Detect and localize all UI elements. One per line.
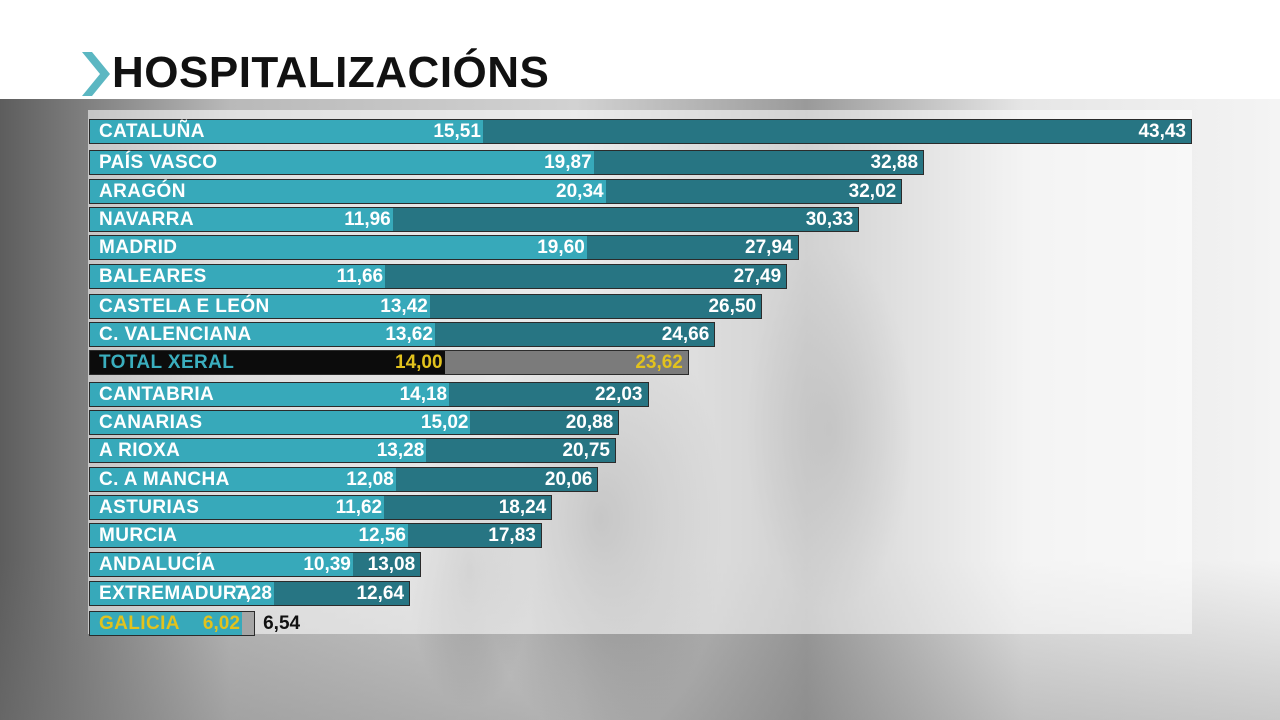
bar-primary <box>89 611 242 636</box>
bar-primary <box>89 264 386 289</box>
chart-row: ASTURIAS 11,62 18,24 <box>89 495 553 520</box>
category-label: GALICIA <box>99 612 180 634</box>
bar-primary <box>89 150 594 175</box>
chart-title: HOSPITALIZACIÓNS <box>112 48 550 97</box>
chart-row: ANDALUCÍA 10,39 13,08 <box>89 552 422 577</box>
value-label-secondary: 6,54 <box>263 612 301 634</box>
value-label-secondary: 43,43 <box>1138 120 1186 142</box>
chart-row: CASTELA E LEÓN 13,42 26,50 <box>89 294 763 319</box>
value-label-secondary: 32,02 <box>848 180 897 202</box>
bar-primary <box>89 467 396 492</box>
value-label-secondary: 27,49 <box>733 265 782 287</box>
value-label-primary: 19,60 <box>537 236 585 258</box>
chart-row: NAVARRA 11,96 30,33 <box>89 207 860 232</box>
value-label-secondary: 13,08 <box>367 553 416 575</box>
value-label-primary: 12,56 <box>358 524 406 546</box>
category-label: CATALUÑA <box>99 120 205 142</box>
value-label-secondary: 22,03 <box>594 383 643 405</box>
category-label: ARAGÓN <box>99 180 186 202</box>
value-label-primary: 13,42 <box>380 295 428 317</box>
chart-row: CATALUÑA 15,51 43,43 <box>89 119 1192 144</box>
value-label-primary: 11,66 <box>336 265 384 287</box>
bar-primary <box>89 552 353 577</box>
chart-row: C. VALENCIANA 13,62 24,66 <box>89 322 716 347</box>
bar-primary <box>89 495 385 520</box>
value-label-secondary: 17,83 <box>488 524 536 546</box>
bar-primary <box>89 294 430 319</box>
value-label-secondary: 20,88 <box>565 411 614 433</box>
category-label: NAVARRA <box>99 208 194 230</box>
category-label: ANDALUCÍA <box>99 553 216 575</box>
value-label-secondary: 32,88 <box>870 151 919 173</box>
value-label-primary: 11,96 <box>344 208 391 230</box>
category-label: CANARIAS <box>99 411 203 433</box>
value-label-primary: 14,00 <box>395 351 443 373</box>
chart-row: ARAGÓN 20,34 32,02 <box>89 179 903 204</box>
header-strip <box>0 0 1280 99</box>
value-label-secondary: 27,94 <box>745 236 793 258</box>
value-label-secondary: 23,62 <box>635 351 683 373</box>
value-label-secondary: 24,66 <box>661 323 710 345</box>
value-label-secondary: 26,50 <box>708 295 757 317</box>
bar-primary <box>89 438 427 463</box>
chart-row: CANTABRIA 14,18 22,03 <box>89 382 649 407</box>
category-label: MADRID <box>99 236 178 258</box>
value-label-primary: 11,62 <box>335 496 383 518</box>
chart-row: CANARIAS 15,02 20,88 <box>89 410 620 435</box>
bar-primary <box>89 382 450 407</box>
bar-primary <box>89 119 483 144</box>
bar-primary <box>89 410 471 435</box>
category-label: A RIOXA <box>99 439 181 461</box>
value-label-primary: 6,02 <box>202 612 240 634</box>
value-label-secondary: 30,33 <box>805 208 854 230</box>
value-label-primary: 10,39 <box>303 553 351 575</box>
value-label-primary: 13,62 <box>385 323 433 345</box>
category-label: CASTELA E LEÓN <box>99 295 270 317</box>
chart-row: EXTREMADURA 7,28 12,64 <box>89 581 411 606</box>
chart-row: A RIOXA 13,28 20,75 <box>89 438 616 463</box>
category-label: BALEARES <box>99 265 207 287</box>
value-label-secondary: 18,24 <box>498 496 547 518</box>
chart-row: C. A MANCHA 12,08 20,06 <box>89 467 599 492</box>
category-label: ASTURIAS <box>99 496 200 518</box>
bar-primary <box>89 581 274 606</box>
value-label-primary: 12,08 <box>346 468 394 490</box>
bar-primary <box>89 179 606 204</box>
category-label: C. VALENCIANA <box>99 323 252 345</box>
chart-row: PAÍS VASCO 19,87 32,88 <box>89 150 925 175</box>
chart-row: MURCIA 12,56 17,83 <box>89 523 542 548</box>
bar-primary <box>89 207 393 232</box>
chart-row: GALICIA 6,02 6,54 <box>89 611 300 636</box>
category-label: TOTAL XERAL <box>99 351 235 373</box>
chart-row: MADRID 19,60 27,94 <box>89 235 799 260</box>
bar-primary <box>89 235 587 260</box>
bar-primary <box>89 523 408 548</box>
category-label: C. A MANCHA <box>99 468 230 490</box>
value-label-primary: 20,34 <box>556 180 604 202</box>
category-label: MURCIA <box>99 524 178 546</box>
bar-primary <box>89 350 445 375</box>
chart-row: BALEARES 11,66 27,49 <box>89 264 788 289</box>
value-label-primary: 13,28 <box>376 439 425 461</box>
chevron-right-icon <box>82 52 110 96</box>
value-label-secondary: 20,06 <box>544 468 593 490</box>
value-label-primary: 7,28 <box>234 582 272 604</box>
value-label-secondary: 12,64 <box>356 582 405 604</box>
value-label-secondary: 20,75 <box>562 439 610 461</box>
value-label-primary: 14,18 <box>399 383 448 405</box>
chart-row: TOTAL XERAL 14,00 23,62 <box>89 350 689 375</box>
bar-primary <box>89 322 435 347</box>
category-label: CANTABRIA <box>99 383 215 405</box>
value-label-primary: 19,87 <box>544 151 592 173</box>
value-label-primary: 15,51 <box>433 120 481 142</box>
category-label: PAÍS VASCO <box>99 151 218 173</box>
value-label-primary: 15,02 <box>420 411 469 433</box>
category-label: EXTREMADURA <box>99 582 252 604</box>
